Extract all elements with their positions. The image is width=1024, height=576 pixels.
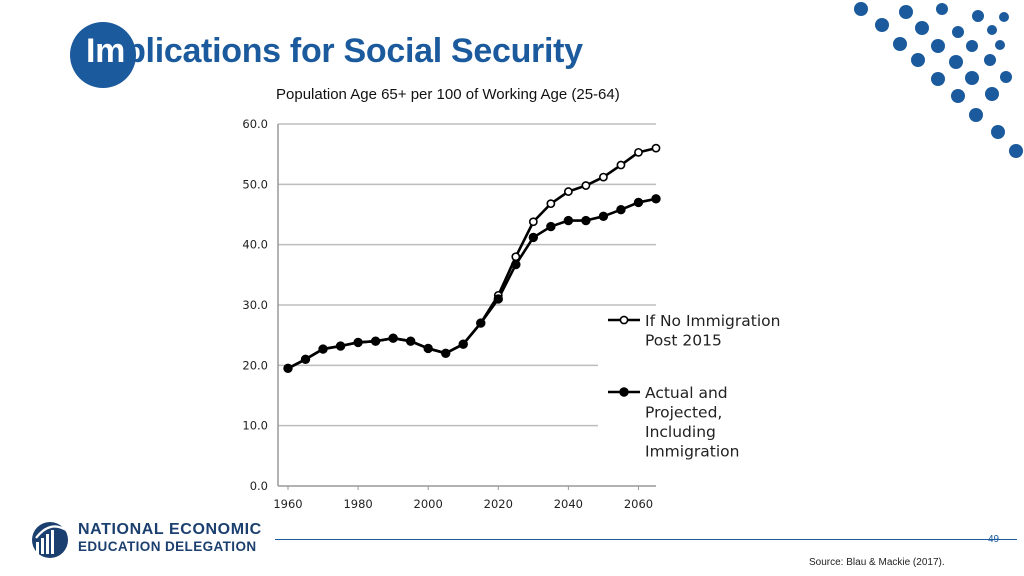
title-rest: plications for Social Security — [125, 32, 583, 70]
dot — [915, 21, 929, 35]
data-point — [318, 344, 328, 354]
data-point — [651, 194, 661, 204]
data-point — [511, 252, 521, 262]
legend-label: Immigration — [645, 443, 739, 461]
dot — [1009, 144, 1023, 158]
y-tick-label: 40.0 — [242, 238, 268, 252]
title-highlight: Im — [86, 32, 126, 70]
legend-label: If No Immigration — [645, 312, 780, 330]
x-tick-label: 2060 — [624, 497, 653, 511]
dot — [969, 108, 983, 122]
dot — [936, 3, 948, 15]
x-tick-label: 1960 — [273, 497, 302, 511]
data-point — [616, 204, 626, 215]
data-point — [563, 215, 574, 226]
data-point — [353, 337, 363, 348]
data-point — [651, 143, 661, 153]
footer-divider — [275, 539, 1017, 540]
data-point — [335, 341, 346, 351]
data-point — [546, 199, 556, 209]
dot — [965, 71, 979, 85]
page-number: 49 — [988, 534, 1000, 545]
dot — [875, 18, 889, 32]
data-point — [563, 187, 573, 196]
data-point — [599, 172, 608, 182]
title-text: Implications for Social Security — [86, 32, 583, 71]
dot — [966, 40, 978, 52]
x-tick-label: 2040 — [554, 497, 583, 511]
data-point — [633, 197, 644, 208]
y-tick-label: 10.0 — [242, 419, 268, 433]
data-point — [511, 259, 521, 270]
dot — [949, 55, 963, 69]
data-point — [370, 336, 381, 346]
data-point — [528, 217, 538, 227]
decorative-dots — [854, 2, 1023, 158]
dot — [951, 89, 965, 103]
dot — [991, 125, 1005, 139]
legend: If No Immigration Post 2015 Actual and Proj… — [608, 312, 780, 461]
y-tick-label: 20.0 — [242, 358, 268, 372]
data-point — [300, 354, 311, 364]
data-point — [598, 211, 609, 222]
x-tick-label: 2020 — [484, 497, 513, 511]
data-point — [441, 348, 451, 358]
y-tick-label: 0.0 — [250, 479, 268, 493]
globe-icon — [32, 522, 68, 558]
y-tick-label: 30.0 — [242, 298, 268, 312]
legend-label: Post 2015 — [645, 332, 722, 350]
data-point — [388, 333, 398, 343]
brand-name-line2: EDUCATION DELEGATION — [78, 539, 257, 554]
title-circle-decoration — [70, 22, 136, 88]
y-tick-label: 50.0 — [242, 177, 268, 191]
x-tick-label: 2000 — [414, 497, 443, 511]
dot — [1000, 71, 1012, 83]
x-tick-label: 1980 — [343, 497, 372, 511]
dot — [972, 10, 984, 22]
data-point — [581, 215, 591, 226]
dot — [931, 39, 945, 53]
dot — [984, 54, 996, 66]
dot — [899, 5, 913, 19]
dot — [854, 2, 868, 16]
legend-marker — [619, 315, 629, 325]
legend-label: Actual and — [645, 384, 728, 402]
gridlines — [278, 123, 656, 427]
dot — [995, 40, 1005, 50]
y-tick-label: 60.0 — [242, 117, 268, 131]
brand-logo — [32, 522, 68, 558]
dot — [911, 53, 925, 67]
data-point — [458, 339, 468, 349]
series — [283, 143, 661, 374]
dot — [999, 12, 1009, 22]
dot — [893, 37, 907, 51]
data-point — [423, 343, 433, 354]
axes: 0.0 10.0 20.0 30.0 40.0 50.0 60.0 1960 1980 2000 2… — [242, 117, 656, 511]
data-point — [493, 294, 503, 304]
data-point — [528, 232, 539, 243]
dot — [985, 87, 999, 101]
dot — [931, 72, 945, 86]
data-point — [546, 221, 556, 232]
legend-marker — [619, 387, 629, 397]
source-citation: Source: Blau & Mackie (2017). — [809, 557, 945, 568]
dot — [952, 26, 964, 38]
data-point — [581, 181, 591, 190]
data-point — [476, 318, 486, 328]
data-point — [405, 336, 416, 346]
legend-label: Including — [645, 423, 716, 441]
brand-name-line1: NATIONAL ECONOMIC — [78, 521, 262, 538]
series-line-2 — [287, 197, 657, 370]
dot — [987, 25, 997, 35]
data-point — [634, 147, 643, 157]
chart-title: Population Age 65+ per 100 of Working Ag… — [276, 86, 620, 103]
data-point — [283, 363, 293, 374]
data-point — [616, 160, 626, 170]
legend-label: Projected, — [645, 404, 722, 422]
